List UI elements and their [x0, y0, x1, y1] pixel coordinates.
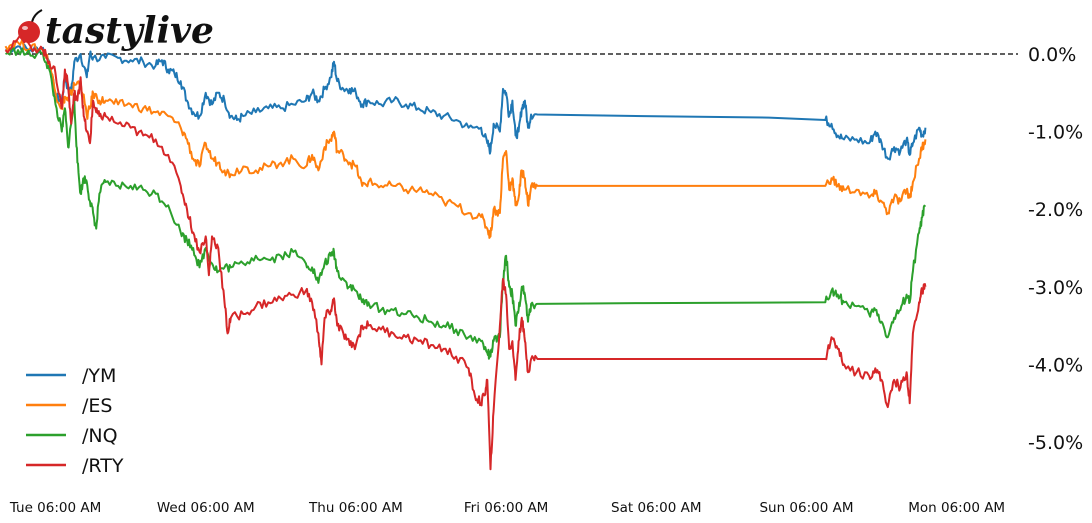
x-tick-label: Tue 06:00 AM [9, 500, 101, 516]
legend-label: /NQ [82, 425, 118, 447]
x-tick-label: Sun 06:00 AM [759, 500, 853, 516]
series-line-ym [5, 43, 927, 161]
y-tick-label: 0.0% [1028, 44, 1076, 66]
y-tick-label: -5.0% [1028, 432, 1083, 454]
tastylive-logo: tastylive [18, 9, 214, 52]
x-axis-ticks: Tue 06:00 AM Wed 06:00 AM Thu 06:00 AM Fri … [9, 500, 1005, 516]
cherry-icon [18, 9, 43, 43]
legend: /YM/ES/NQ/RTY [26, 365, 124, 477]
y-tick-label: -2.0% [1028, 199, 1083, 221]
y-axis-ticks: 0.0% -1.0% -2.0% -3.0% -4.0% -5.0% [1028, 44, 1083, 454]
logo-text: tastylive [45, 10, 214, 52]
series-line-rty [4, 34, 927, 471]
series-line-nq [5, 47, 927, 360]
x-tick-label: Fri 06:00 AM [464, 500, 548, 516]
y-tick-label: -1.0% [1028, 122, 1083, 144]
x-tick-label: Mon 06:00 AM [908, 500, 1005, 516]
y-tick-label: -3.0% [1028, 277, 1083, 299]
legend-label: /YM [82, 365, 116, 387]
legend-label: /RTY [82, 455, 124, 477]
series-layer [4, 34, 927, 471]
x-tick-label: Sat 06:00 AM [611, 500, 702, 516]
legend-label: /ES [82, 395, 112, 417]
x-tick-label: Thu 06:00 AM [308, 500, 403, 516]
x-tick-label: Wed 06:00 AM [157, 500, 255, 516]
y-tick-label: -4.0% [1028, 354, 1083, 376]
series-line-es [4, 38, 927, 239]
